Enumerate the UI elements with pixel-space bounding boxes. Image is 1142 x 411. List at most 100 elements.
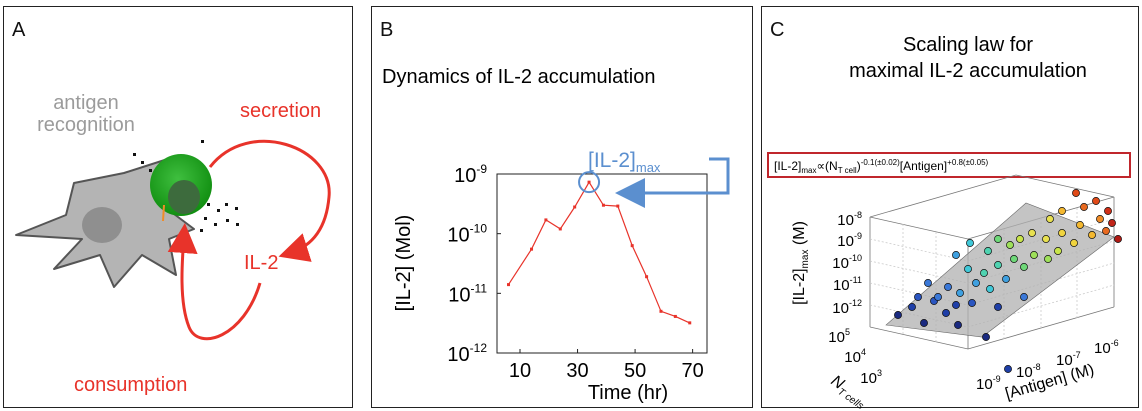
title-line-2: maximal IL-2 accumulation (849, 60, 1087, 82)
data-point (934, 293, 942, 301)
data-point (1092, 197, 1100, 205)
n-tick-label: 105 (828, 327, 850, 346)
il2-molecules (133, 140, 239, 232)
data-point (924, 279, 932, 287)
data-point (994, 235, 1002, 243)
apc-nucleus (82, 207, 122, 243)
data-point (1114, 235, 1122, 243)
data-point (1058, 229, 1066, 237)
max-label: [IL-2]max (588, 149, 661, 175)
title-line-1: Scaling law for (903, 34, 1033, 56)
y-tick-label: 10-9 (454, 162, 487, 187)
data-point (972, 279, 980, 287)
plot-area (496, 173, 708, 354)
data-point (968, 299, 976, 307)
recognition-label: recognition (37, 114, 135, 136)
il2-dynamics-chart: Dynamics of IL-2 accumulation 10-9 10-10 1… (382, 66, 730, 404)
data-point (966, 239, 974, 247)
t-cell-nucleus (168, 180, 200, 214)
z-axis: 10-8 10-9 10-10 10-11 10-12 (832, 210, 862, 317)
data-point (894, 311, 902, 319)
secretion-arrow (208, 139, 331, 262)
panel-a: A antigen (3, 6, 353, 408)
data-point (984, 247, 992, 255)
x-axis-label: Time (hr) (588, 382, 668, 404)
data-point (659, 309, 663, 313)
n-tick-label: 104 (844, 347, 866, 366)
synapse-mark (162, 204, 165, 222)
data-point (587, 180, 591, 184)
data-point (1020, 293, 1028, 301)
x-tick-label: 30 (566, 360, 588, 382)
series-line (507, 181, 690, 324)
il2-cycle-diagram: antigen recognition secretion IL-2 consu… (15, 92, 331, 396)
data-point (1042, 235, 1050, 243)
data-point (1076, 221, 1084, 229)
data-point (601, 203, 605, 207)
antigen-axis: 10-9 10-8 10-7 10-6 (976, 338, 1119, 393)
data-point (1010, 255, 1018, 263)
x-tick-label: 10 (509, 360, 531, 382)
z-tick-label: 10-9 (837, 231, 862, 250)
z-tick-label: 10-8 (837, 210, 862, 229)
x-tick-label: 70 (681, 360, 703, 382)
data-point (558, 227, 562, 231)
data-point (952, 301, 960, 309)
data-point (944, 283, 952, 291)
data-point (1046, 215, 1054, 223)
panel-label: C (770, 19, 785, 41)
data-point (1072, 189, 1080, 197)
data-point (530, 247, 534, 251)
x-axis: 10 30 50 70 (509, 349, 704, 382)
data-point (507, 283, 511, 287)
data-point (1030, 251, 1038, 259)
data-point (1002, 275, 1010, 283)
data-point (1096, 215, 1104, 223)
data-point (1044, 255, 1052, 263)
data-point (914, 293, 922, 301)
x-tick-label: 50 (624, 360, 646, 382)
y-axis: 10-9 10-10 10-11 10-12 (447, 162, 501, 366)
data-point (994, 303, 1002, 311)
z-axis-label: [IL-2]max (M) (791, 221, 811, 305)
scaling-formula: [IL-2]max∝(NT cell)-0.1(±0.02)[Antigen]+… (774, 158, 989, 175)
il2-label: IL-2 (244, 252, 278, 274)
data-point (942, 309, 950, 317)
data-point (1070, 239, 1078, 247)
panel-c: C Scaling law for maximal IL-2 accumulat… (761, 6, 1139, 411)
z-tick-label: 10-11 (833, 275, 862, 294)
data-point (1016, 235, 1024, 243)
fitted-plane (885, 202, 1115, 338)
data-point (1054, 247, 1062, 255)
z-tick-label: 10-10 (832, 253, 862, 272)
data-point (982, 333, 990, 341)
y-tick-label: 10-11 (448, 281, 487, 306)
data-point (1104, 207, 1112, 215)
data-points (894, 189, 1122, 373)
consumption-arrow (167, 223, 262, 341)
secretion-label: secretion (240, 100, 321, 122)
data-point (994, 261, 1002, 269)
data-point (544, 218, 548, 222)
data-point (964, 265, 972, 273)
max-pointer-arrow (615, 157, 730, 208)
antigen-tick-label: 10-9 (976, 374, 1001, 393)
data-point (645, 275, 649, 279)
data-point (952, 251, 960, 259)
data-point (1004, 365, 1012, 373)
data-point (1108, 219, 1116, 227)
data-point (1020, 263, 1028, 271)
chart-title: Dynamics of IL-2 accumulation (382, 66, 655, 88)
antigen-tick-label: 10-7 (1056, 350, 1081, 369)
data-point (1102, 227, 1110, 235)
data-point (673, 314, 677, 318)
scaling-law-3d-plot: Scaling law for maximal IL-2 accumulatio… (767, 34, 1131, 411)
data-point (616, 204, 620, 208)
data-point (1006, 241, 1014, 249)
data-point (1028, 229, 1036, 237)
y-tick-label: 10-10 (447, 222, 487, 247)
data-point (986, 285, 994, 293)
z-tick-label: 10-12 (832, 298, 862, 317)
data-point (956, 289, 964, 297)
antigen-label: antigen (53, 92, 119, 114)
